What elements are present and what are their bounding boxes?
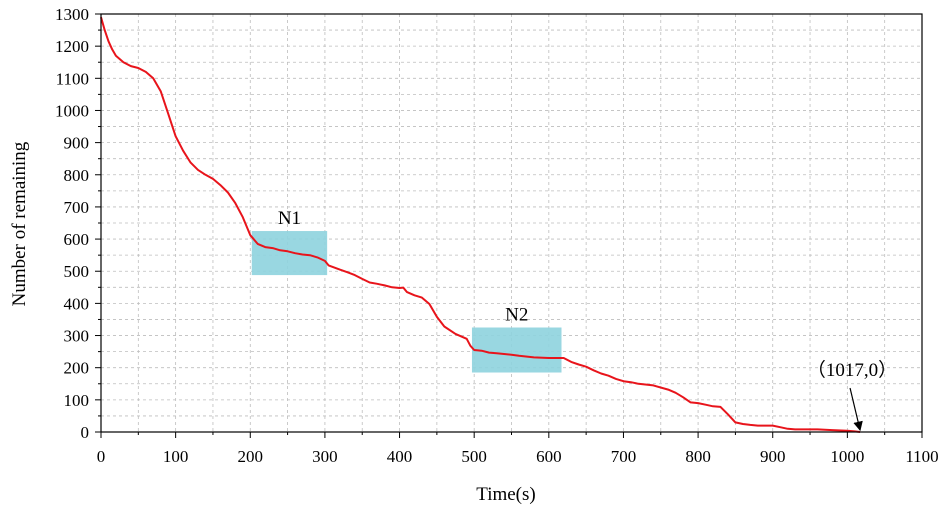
y-tick-label: 200 bbox=[64, 359, 90, 378]
y-tick-label: 100 bbox=[64, 391, 90, 410]
x-tick-label: 800 bbox=[685, 447, 711, 466]
x-tick-label: 1100 bbox=[905, 447, 938, 466]
x-tick-label: 100 bbox=[163, 447, 189, 466]
y-tick-label: 300 bbox=[64, 327, 90, 346]
y-tick-label: 500 bbox=[64, 262, 90, 281]
y-tick-label: 0 bbox=[81, 423, 90, 442]
highlight-label-n2: N2 bbox=[505, 305, 528, 326]
y-tick-label: 600 bbox=[64, 230, 90, 249]
x-axis-title: Time(s) bbox=[476, 484, 535, 505]
x-tick-label: 1000 bbox=[830, 447, 864, 466]
y-tick-label: 1200 bbox=[55, 37, 89, 56]
y-tick-label: 1100 bbox=[56, 69, 89, 88]
annotation-arrow bbox=[849, 387, 863, 432]
x-tick-label: 600 bbox=[536, 447, 562, 466]
x-tick-label: 400 bbox=[387, 447, 413, 466]
x-tick-label: 0 bbox=[97, 447, 106, 466]
series-line-0 bbox=[100, 16, 861, 433]
x-tick-label: 200 bbox=[238, 447, 264, 466]
y-tick-label: 1000 bbox=[55, 101, 89, 120]
x-tick-label: 500 bbox=[461, 447, 487, 466]
y-tick-label: 800 bbox=[64, 166, 90, 185]
x-tick-label: 300 bbox=[312, 447, 338, 466]
y-tick-label: 1300 bbox=[55, 5, 89, 24]
highlight-box-n1 bbox=[251, 231, 328, 276]
y-tick-label: 900 bbox=[64, 134, 90, 153]
x-tick-label: 700 bbox=[611, 447, 637, 466]
y-tick-label: 400 bbox=[64, 294, 90, 313]
y-axis-title: Number of remaining bbox=[9, 141, 30, 306]
highlight-label-n1: N1 bbox=[278, 208, 301, 229]
x-tick-label: 900 bbox=[760, 447, 786, 466]
annotation-label: （1017,0） bbox=[807, 359, 897, 381]
highlight-box-n2 bbox=[471, 327, 562, 373]
y-tick-label: 700 bbox=[64, 198, 90, 217]
